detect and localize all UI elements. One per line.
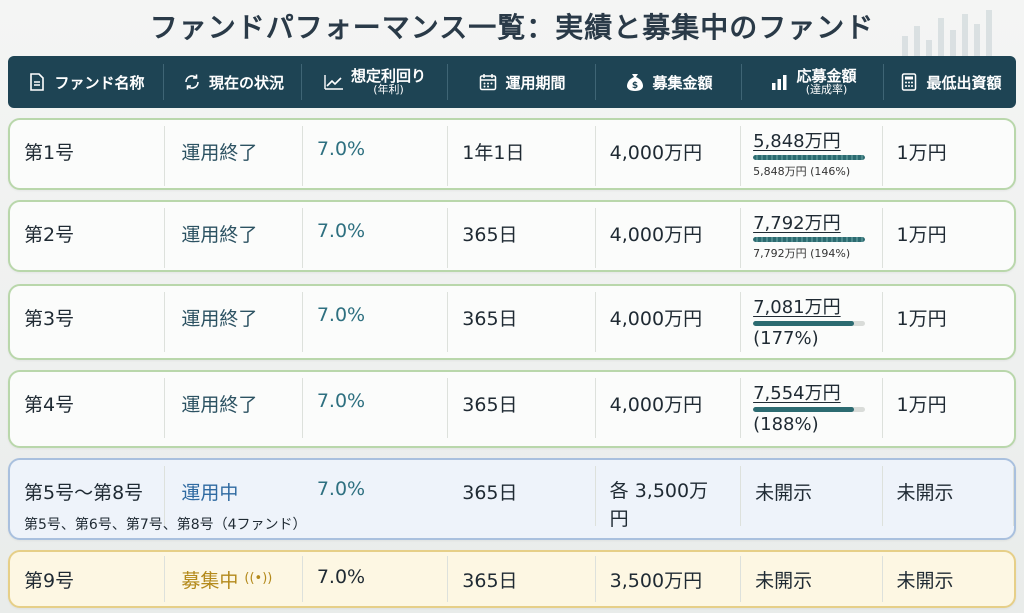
fund-minimum: 未開示 — [883, 466, 1014, 526]
fund-yield: 7.0% — [303, 378, 449, 438]
fund-status: 運用中 — [181, 482, 239, 504]
fund-name: 第9号 — [10, 556, 166, 602]
fund-minimum: 未開示 — [896, 570, 954, 592]
fund-applied: 7,081万円 (177%) — [741, 292, 883, 352]
header-label: 現在の状況 — [208, 73, 284, 92]
trend-up-icon — [323, 71, 345, 93]
fund-period: 365日 — [448, 556, 596, 602]
fund-yield: 7.0% — [303, 556, 449, 602]
table-row: 第1号 運用終了 7.0% 1年1日 4,000万円 5,848万円 5,848… — [8, 118, 1016, 190]
achievement-rate: (177%) — [753, 327, 819, 349]
fund-status: 募集中 ((•)) — [165, 556, 303, 602]
achievement-rate: 7,792万円 (194%) — [753, 246, 851, 260]
fund-name: 第4号 — [10, 378, 166, 438]
money-bag-icon: $ — [624, 71, 646, 93]
calendar-icon — [477, 71, 499, 93]
fund-target: 4,000万円 — [596, 208, 742, 268]
status-label: 募集中 — [181, 570, 239, 592]
fund-status: 運用終了 — [165, 378, 303, 438]
header-yield: 想定利回り (年利) — [302, 64, 448, 100]
header-period: 運用期間 — [448, 64, 596, 100]
fund-group-detail: 第5号、第6号、第7号、第8号（4ファンド） — [24, 517, 307, 533]
fund-period: 365日 — [448, 466, 596, 526]
applied-amount: 7,792万円 — [753, 213, 841, 234]
achievement-rate: (188%) — [753, 413, 819, 435]
fund-applied: 7,792万円 7,792万円 (194%) — [741, 208, 883, 268]
fund-status: 運用終了 — [165, 292, 303, 352]
achievement-rate: 5,848万円 (146%) — [753, 164, 851, 178]
applied-amount: 7,554万円 — [753, 383, 841, 404]
header-status: 現在の状況 — [164, 64, 302, 100]
table-row: 第3号 運用終了 7.0% 365日 4,000万円 7,081万円 (177%… — [8, 284, 1016, 360]
broadcast-icon: ((•)) — [244, 571, 273, 586]
header-sublabel: (達成率) — [805, 83, 848, 97]
progress-bar — [753, 320, 866, 326]
header-label: 想定利回り — [350, 66, 426, 85]
fund-yield: 7.0% — [303, 126, 449, 186]
fund-applied: 5,848万円 5,848万円 (146%) — [741, 126, 883, 186]
header-label: 応募金額 — [796, 66, 857, 85]
header-fund-name: ファンド名称 — [8, 64, 164, 100]
header-label: 運用期間 — [505, 73, 566, 92]
fund-applied: 未開示 — [741, 556, 883, 602]
progress-bar — [753, 154, 866, 160]
header-label: 募集金額 — [652, 73, 713, 92]
progress-bar — [753, 406, 866, 412]
fund-name: 第3号 — [10, 292, 166, 352]
fund-applied: 7,554万円 (188%) — [741, 378, 883, 438]
header-label: ファンド名称 — [54, 73, 145, 92]
fund-period: 365日 — [448, 292, 596, 352]
table-row: 第2号 運用終了 7.0% 365日 4,000万円 7,792万円 7,792… — [8, 200, 1016, 272]
header-label: 最低出資額 — [926, 73, 1002, 92]
fund-yield: 7.0% — [316, 478, 366, 500]
fund-target: 4,000万円 — [596, 292, 742, 352]
fund-target: 各 3,500万 円 — [596, 466, 742, 530]
fund-minimum: 1万円 — [896, 142, 947, 164]
fund-name: 第1号 — [10, 126, 166, 186]
bar-chart-icon — [768, 71, 790, 93]
page-title: ファンドパフォーマンス一覧：実績と募集中のファンド — [149, 11, 875, 44]
fund-yield: 7.0% — [303, 292, 449, 352]
header-sublabel: (年利) — [373, 83, 404, 97]
target-line: 円 — [609, 507, 629, 530]
fund-target: 4,000万円 — [596, 378, 742, 438]
header-target: $ 募集金額 — [596, 64, 742, 100]
header-applied: 応募金額 (達成率) — [742, 64, 884, 100]
fund-period: 1年1日 — [448, 126, 596, 186]
fund-status: 運用終了 — [165, 126, 303, 186]
fund-yield: 7.0% — [303, 208, 449, 268]
svg-text:$: $ — [632, 81, 638, 91]
applied-amount: 5,848万円 — [753, 131, 841, 152]
fund-period: 365日 — [448, 208, 596, 268]
document-icon — [26, 71, 48, 93]
fund-name: 第2号 — [10, 208, 166, 268]
fund-minimum: 1万円 — [896, 394, 947, 416]
refresh-icon — [181, 71, 203, 93]
table-header: ファンド名称 現在の状況 想定利回り (年利) 運用期間 $ 募集金額 応募金額 — [8, 56, 1016, 108]
target-line: 各 3,500万 — [609, 480, 709, 502]
applied-amount: 7,081万円 — [753, 297, 841, 318]
fund-name: 第5号〜第8号 — [10, 466, 166, 526]
header-minimum: 最低出資額 — [884, 64, 1016, 100]
table-row: 第9号 募集中 ((•)) 7.0% 365日 3,500万円 未開示 未開示 — [8, 550, 1016, 608]
table-row: 第5号〜第8号 運用中 7.0% 365日 各 3,500万 円 未開示 未開示… — [8, 458, 1016, 540]
progress-bar — [753, 236, 866, 242]
fund-minimum: 1万円 — [896, 224, 947, 246]
calculator-icon — [898, 71, 920, 93]
fund-minimum: 1万円 — [896, 308, 947, 330]
table-row: 第4号 運用終了 7.0% 365日 4,000万円 7,554万円 (188%… — [8, 370, 1016, 448]
fund-applied: 未開示 — [741, 466, 883, 526]
fund-target: 3,500万円 — [596, 556, 742, 602]
fund-target: 4,000万円 — [596, 126, 742, 186]
fund-period: 365日 — [448, 378, 596, 438]
fund-status: 運用終了 — [165, 208, 303, 268]
decorative-chart-background — [902, 10, 992, 62]
